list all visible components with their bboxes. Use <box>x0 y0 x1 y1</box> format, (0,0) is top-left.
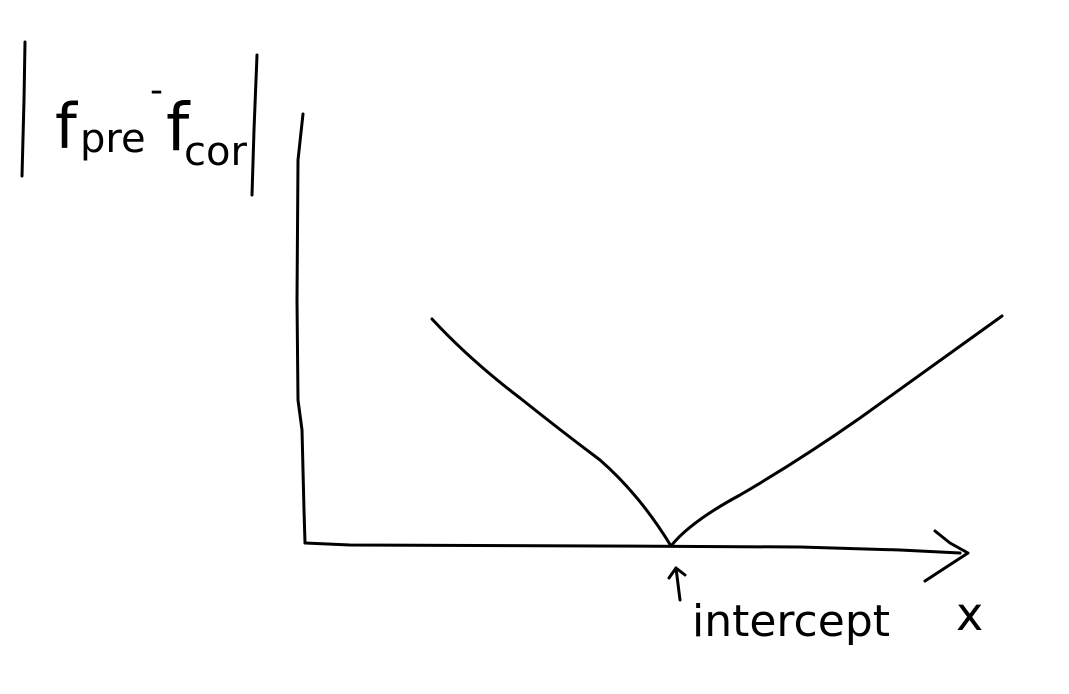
label-minus: - <box>150 70 163 111</box>
y-axis <box>295 112 307 545</box>
label-sub-pre: pre <box>80 116 146 162</box>
label-f-cor: f <box>166 89 191 166</box>
up-arrow-icon <box>667 566 687 602</box>
abs-bar-left <box>20 40 27 178</box>
x-axis-arrowhead <box>923 529 970 583</box>
v-curve-right-branch <box>669 314 1004 548</box>
label-sub-cor: cor <box>184 129 247 175</box>
abs-bar-right <box>250 53 259 197</box>
x-axis <box>303 541 962 555</box>
v-curve-left-branch <box>430 317 673 548</box>
y-axis-label: f pre - f cor <box>20 40 259 197</box>
x-axis-label: x <box>956 587 983 641</box>
label-f-pre: f <box>55 90 79 163</box>
intercept-label: intercept <box>692 596 890 647</box>
